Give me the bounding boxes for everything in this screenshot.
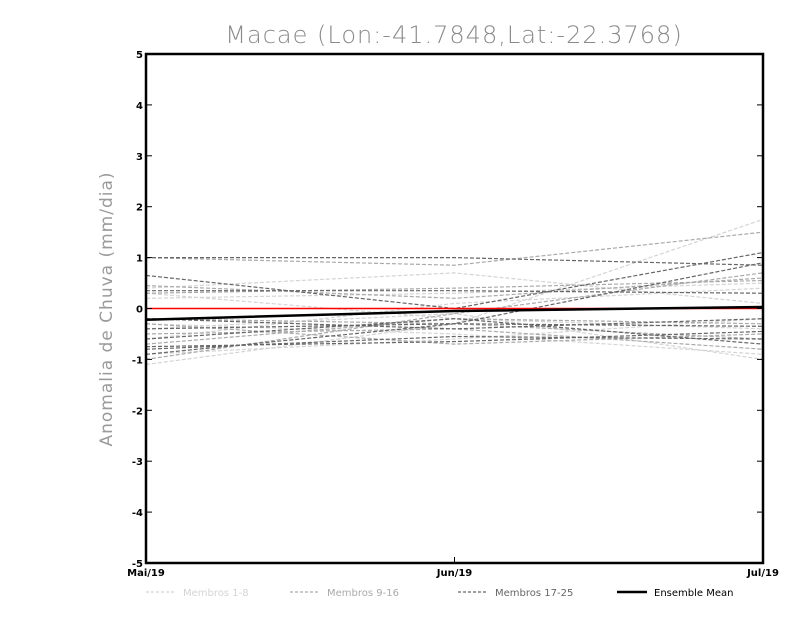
y-tick-label: -5 xyxy=(132,559,143,570)
x-tick-label: Jul/19 xyxy=(746,568,779,579)
series-layer xyxy=(145,218,764,366)
legend-item: Membros 17-25 xyxy=(458,588,573,599)
y-tick-label: 3 xyxy=(136,152,143,163)
x-tick-label: Mai/19 xyxy=(127,568,165,579)
series-line-member-25 xyxy=(145,330,764,348)
series-line-member-20 xyxy=(145,318,764,345)
y-axis-label: Anomalia de Chuva (mm/dia) xyxy=(97,171,117,446)
x-tick-label: Jun/19 xyxy=(436,568,473,579)
series-line-member-1 xyxy=(145,272,764,305)
series-line-member-11 xyxy=(145,279,764,294)
x-axis-ticks: Mai/19 Jun/19 Jul/19 xyxy=(127,557,779,579)
y-tick-label: 4 xyxy=(136,101,143,112)
legend-label: Membros 1-8 xyxy=(183,588,249,599)
series-line-member-6 xyxy=(145,312,764,360)
ensemble-mean-line xyxy=(145,305,764,321)
series-line-member-2 xyxy=(145,218,764,366)
series-line-member-21 xyxy=(145,318,764,330)
legend-item: Membros 9-16 xyxy=(290,588,399,599)
y-tick-label: 1 xyxy=(136,254,143,265)
series-line-member-22 xyxy=(146,290,764,294)
y-tick-label: 2 xyxy=(136,203,143,214)
series-line-member-13 xyxy=(145,318,764,345)
series-line-member-14 xyxy=(145,277,764,299)
y-tick-label: -2 xyxy=(132,406,143,417)
series-line-member-9 xyxy=(145,231,764,266)
legend-item: Membros 1-8 xyxy=(146,588,249,599)
series-line-member-24 xyxy=(145,323,764,330)
series-line-member-17 xyxy=(145,251,764,310)
y-axis-ticks: 5 4 3 2 1 0 -1 -2 -3 -4 -5 xyxy=(132,50,763,570)
y-tick-label: 5 xyxy=(136,50,143,61)
series-line-member-19 xyxy=(146,257,764,266)
series-line-member-18 xyxy=(145,262,764,355)
y-tick-label: -3 xyxy=(132,457,143,468)
legend-label: Membros 17-25 xyxy=(495,588,573,599)
y-tick-label: -4 xyxy=(132,508,143,519)
y-tick-label: 0 xyxy=(136,305,143,316)
series-line-member-8 xyxy=(145,318,764,355)
chart-title: Macae (Lon:-41.7848,Lat:-22.3768) xyxy=(225,21,682,49)
legend-label: Membros 9-16 xyxy=(327,588,399,599)
series-line-member-16 xyxy=(145,323,764,345)
series-line-member-7 xyxy=(145,282,764,299)
legend-label: Ensemble Mean xyxy=(654,588,733,599)
y-tick-label: -1 xyxy=(132,355,143,366)
legend: Membros 1-8 Membros 9-16 Membros 17-25 Ense… xyxy=(146,588,733,599)
legend-item: Ensemble Mean xyxy=(617,588,733,599)
